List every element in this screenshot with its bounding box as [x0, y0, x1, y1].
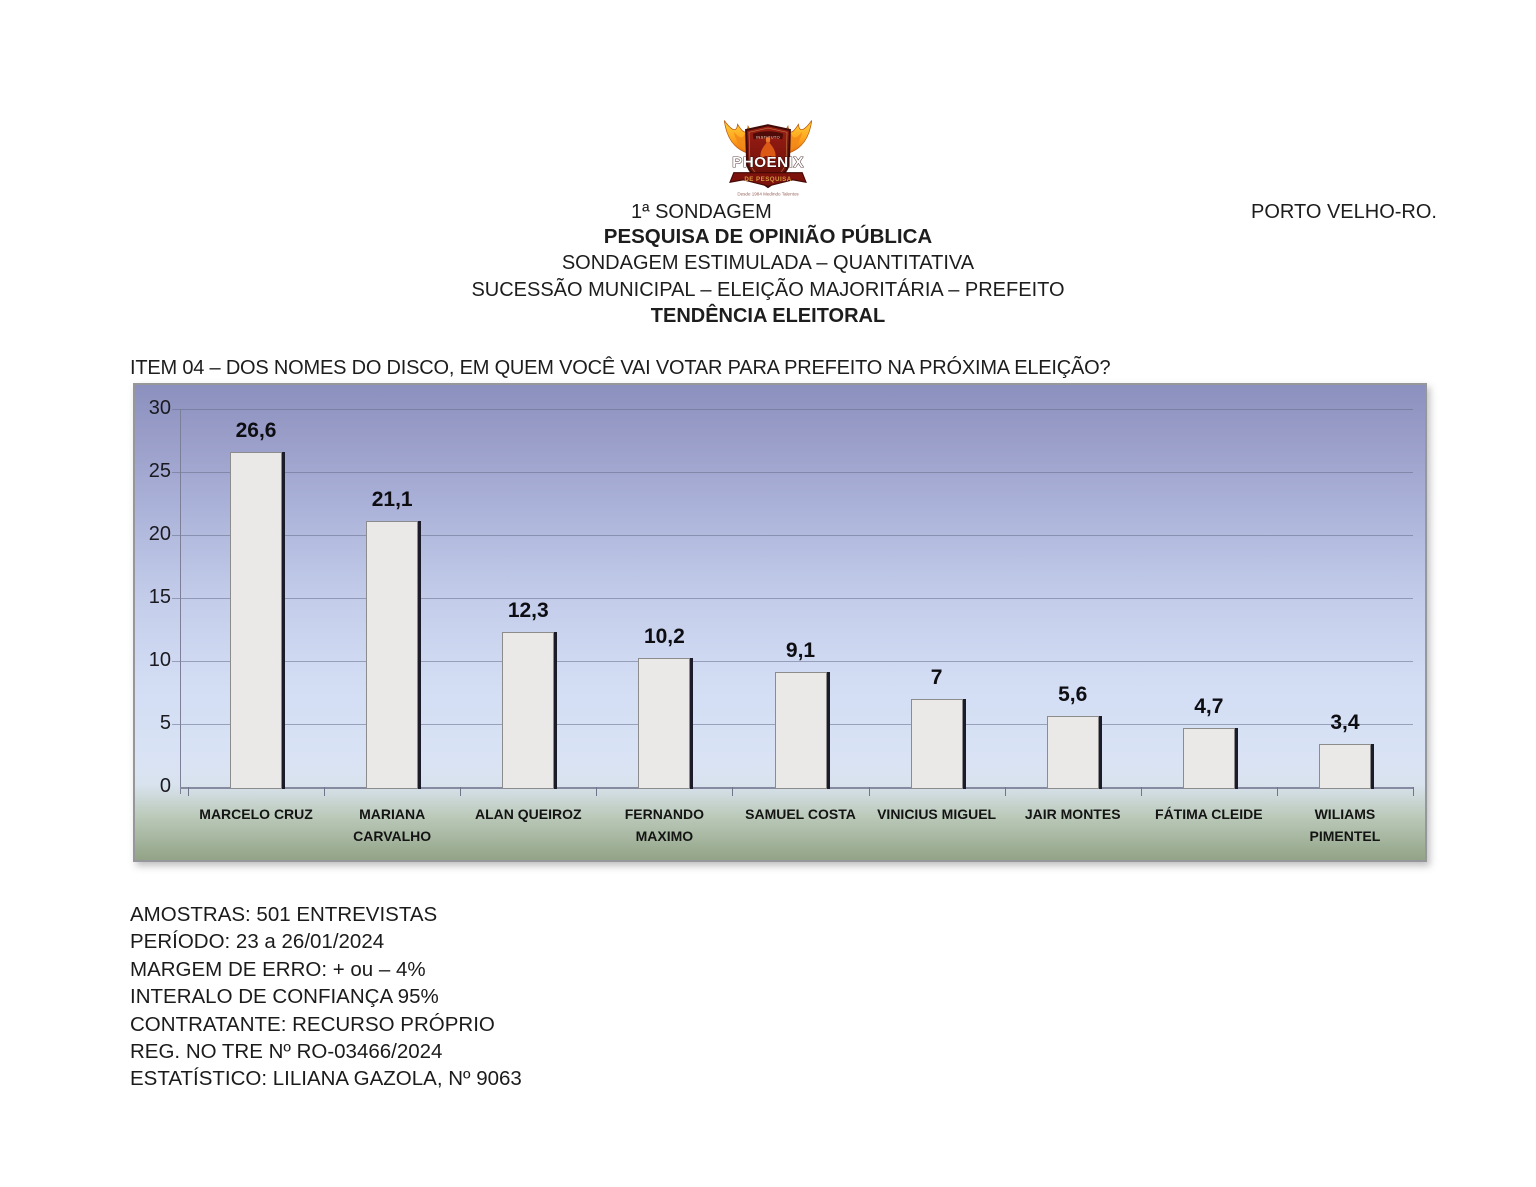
gridline [172, 598, 1413, 599]
bar-chart: 0 5 10 15 20 25 30 26,6 MARCELO CRUZ 21,1 MARIANA … [133, 383, 1427, 862]
category-label: ALAN QUEIROZ [474, 806, 582, 822]
shield-top-text: INSTITUTO [756, 134, 780, 139]
bar-value-label: 26,6 [235, 418, 277, 442]
footer-line: PERÍODO: 23 a 26/01/2024 [130, 930, 385, 954]
footer-line: AMOSTRAS: 501 ENTREVISTAS [130, 903, 438, 926]
shield-top-banner [752, 131, 784, 140]
sondagem-label: 1ª SONDAGEM [631, 201, 772, 223]
question-label: ITEM 04 – DOS NOMES DO DISCO, EM QUEM VO… [130, 357, 1111, 379]
subtitle-tendencia: TENDÊNCIA ELEITORAL [650, 305, 886, 327]
footer-line: MARGEM DE ERRO: + ou – 4% [130, 957, 426, 981]
subtitle-estimulada: SONDAGEM ESTIMULADA – QUANTITATIVA [561, 252, 975, 274]
bar-value-label: 4,7 [1194, 694, 1224, 718]
y-tick-label: 0 [159, 775, 171, 797]
bar [910, 698, 963, 789]
axis-tick [732, 787, 734, 796]
gridline [172, 409, 1413, 410]
logo-tagline: Desde 1984 Medindo Talentos [737, 192, 799, 197]
y-tick-label: 15 [148, 586, 171, 608]
category-label: MARIANA CARVALHO [353, 806, 432, 844]
phoenix-logo: INSTITUTO PHOENIX DE PESQUISA Desde 1984… [723, 120, 813, 197]
footer-line: ESTATÍSTICO: LILIANA GAZOLA, Nº 9063 [130, 1067, 522, 1091]
gridline [172, 535, 1413, 536]
category-label: FERNANDO MAXIMO [624, 806, 705, 844]
axis-tick [460, 787, 462, 796]
y-tick-label: 10 [148, 649, 171, 671]
footer-line: INTERALO DE CONFIANÇA 95% [130, 985, 439, 1009]
bar [366, 521, 419, 789]
category-label: VINICIUS MIGUEL [877, 806, 997, 822]
bar-value-label: 9,1 [785, 639, 816, 663]
axis-tick [1276, 787, 1278, 796]
bar-value-label: 3,4 [1330, 711, 1360, 735]
category-label: WILIAMS PIMENTEL [1309, 806, 1381, 844]
subtitle-sucessao: SUCESSÃO MUNICIPAL – ELEIÇÃO MAJORITÁRIA… [471, 279, 1065, 301]
bar [1182, 727, 1235, 789]
location-label: PORTO VELHO-RO. [1251, 201, 1437, 223]
axis-tick [324, 787, 326, 796]
bar [638, 658, 691, 789]
category-label: MARCELO CRUZ [199, 806, 313, 822]
bar-value-label: 21,1 [371, 488, 413, 512]
bar-value-label: 7 [930, 665, 943, 689]
y-axis-line [180, 409, 181, 794]
bar-value-label: 5,6 [1058, 683, 1088, 707]
category-label: SAMUEL COSTA [745, 806, 856, 822]
category-label: FÁTIMA CLEIDE [1155, 806, 1263, 822]
axis-tick [188, 787, 189, 796]
bar [230, 451, 283, 789]
bar [1318, 744, 1371, 789]
y-tick-label: 5 [159, 712, 171, 734]
y-tick-label: 20 [148, 523, 171, 545]
bar [774, 672, 827, 789]
bar-value-label: 10,2 [643, 625, 685, 649]
page-title: PESQUISA DE OPINIÃO PÚBLICA [603, 225, 933, 248]
footer-line: CONTRATANTE: RECURSO PRÓPRIO [130, 1012, 495, 1036]
bar [1046, 716, 1099, 789]
footer-notes: AMOSTRAS: 501 ENTREVISTAS PERÍODO: 23 a 2… [130, 901, 522, 1093]
gridline [172, 661, 1413, 662]
axis-tick [868, 787, 870, 796]
y-tick-label: 25 [148, 460, 171, 482]
axis-tick [1004, 787, 1006, 796]
category-label: JAIR MONTES [1024, 806, 1121, 822]
logo-banner-text: DE PESQUISA [744, 176, 791, 183]
ribbon-icon [729, 172, 807, 187]
axis-tick [596, 787, 598, 796]
y-tick-label: 30 [148, 397, 171, 419]
axis-tick [1413, 787, 1414, 796]
bar [502, 632, 555, 789]
gridline [172, 472, 1413, 473]
axis-tick [1140, 787, 1142, 796]
bar-value-label: 12,3 [507, 599, 549, 623]
logo-brand-text: PHOENIX [732, 154, 804, 171]
footer-line: REG. NO TRE Nº RO-03466/2024 [130, 1040, 443, 1064]
